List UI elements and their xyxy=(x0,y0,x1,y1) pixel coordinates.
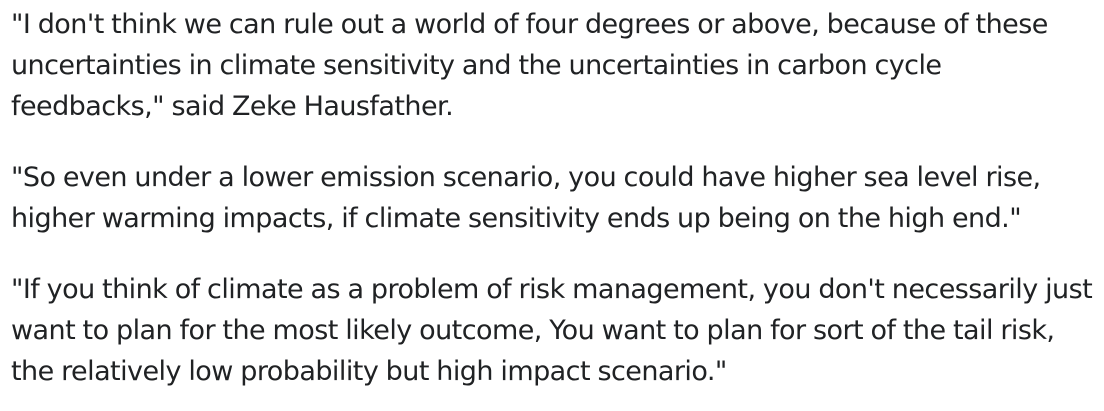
quote-paragraph-2: "So even under a lower emission scenario… xyxy=(11,162,1041,234)
quote-paragraph-3: "If you think of climate as a problem of… xyxy=(11,274,1093,387)
quote-paragraph-1: "I don't think we can rule out a world o… xyxy=(11,9,1048,122)
